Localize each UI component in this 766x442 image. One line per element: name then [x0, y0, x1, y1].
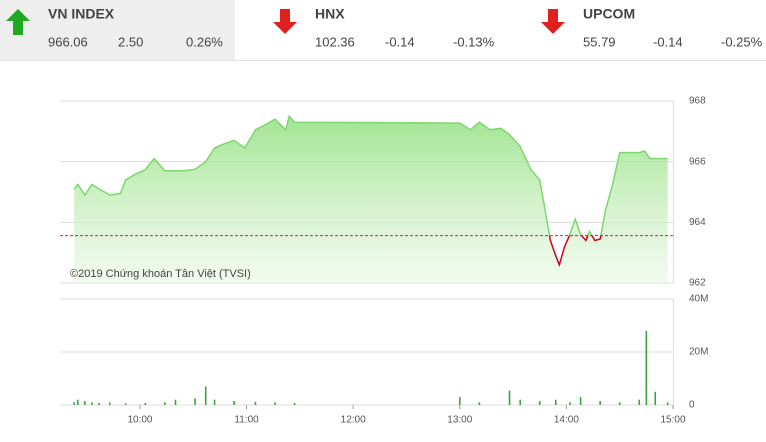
volume-bar: [213, 399, 216, 405]
chart: 962 964 966 968 ©2019 Chứng khoán Tân Việt (…: [60, 96, 708, 426]
index-value: 55.79: [583, 34, 616, 49]
volume-bar: [204, 386, 207, 405]
x-tick-label: 12:00: [341, 415, 366, 426]
volume-bar: [618, 402, 621, 405]
index-name: HNX: [315, 6, 345, 22]
volume-bar: [666, 402, 669, 405]
volume-bar: [91, 402, 93, 405]
volume-bar: [654, 391, 657, 405]
index-header: VN INDEX 966.06 2.50 0.26% HNX 102.36 -0.14 -0.…: [0, 0, 763, 60]
index-name: VN INDEX: [48, 6, 115, 22]
trend-arrow: [6, 9, 30, 35]
watermark: ©2019 Chứng khoán Tân Việt (TVSI): [70, 268, 251, 280]
x-tick-label: 10:00: [127, 415, 152, 426]
volume-bar: [124, 403, 127, 405]
volume-bar: [254, 401, 257, 405]
x-tick-label: 11:00: [234, 415, 259, 426]
volume-bar: [645, 330, 648, 405]
y-tick-label: 964: [689, 217, 706, 228]
index-percent: -0.25%: [721, 34, 763, 49]
index-percent: 0.26%: [186, 34, 223, 49]
price-line: [73, 114, 668, 236]
volume-bar: [73, 402, 76, 405]
tile-background: [0, 0, 235, 60]
index-value: 966.06: [48, 34, 88, 49]
volume-bar: [579, 397, 582, 405]
volume-bar: [554, 399, 557, 405]
volume-bar: [194, 398, 196, 405]
volume-bar: [638, 399, 641, 405]
x-tick-label: 15:00: [660, 415, 685, 426]
x-tick-label: 13:00: [447, 415, 472, 426]
x-tick-label: 14:00: [554, 415, 579, 426]
price-line-below-reference: [548, 235, 602, 268]
index-change: -0.14: [653, 34, 683, 49]
index-change: 2.50: [118, 34, 143, 49]
y-tick-label: 968: [689, 96, 706, 107]
volume-bar: [569, 402, 571, 405]
volume-bar: [84, 401, 86, 405]
index-percent: -0.13%: [453, 34, 495, 49]
trend-arrow: [273, 9, 297, 34]
trend-arrow: [541, 9, 565, 34]
index-name: UPCOM: [583, 6, 635, 22]
volume-bar: [76, 399, 79, 405]
y-tick-label: 0: [689, 400, 695, 411]
volume-bar: [164, 402, 166, 405]
volume-bar: [538, 401, 541, 405]
volume-bar: [233, 401, 235, 405]
volume-bar: [174, 399, 177, 405]
volume-bar: [458, 397, 461, 405]
volume-bar: [293, 402, 296, 405]
volume-bar: [108, 402, 111, 405]
volume-bar: [478, 402, 481, 405]
volume-bar: [98, 402, 100, 405]
area-fill: [74, 116, 668, 283]
volume-bar: [144, 402, 147, 405]
y-tick-label: 20M: [689, 347, 708, 358]
volume-bar: [599, 401, 601, 405]
volume-bar: [519, 399, 521, 405]
y-tick-label: 40M: [689, 294, 708, 305]
y-tick-label: 962: [689, 278, 706, 289]
index-value: 102.36: [315, 34, 355, 49]
volume-bar: [274, 402, 276, 405]
volume-bar: [508, 390, 511, 405]
index-change: -0.14: [385, 34, 415, 49]
y-tick-label: 966: [689, 156, 706, 167]
